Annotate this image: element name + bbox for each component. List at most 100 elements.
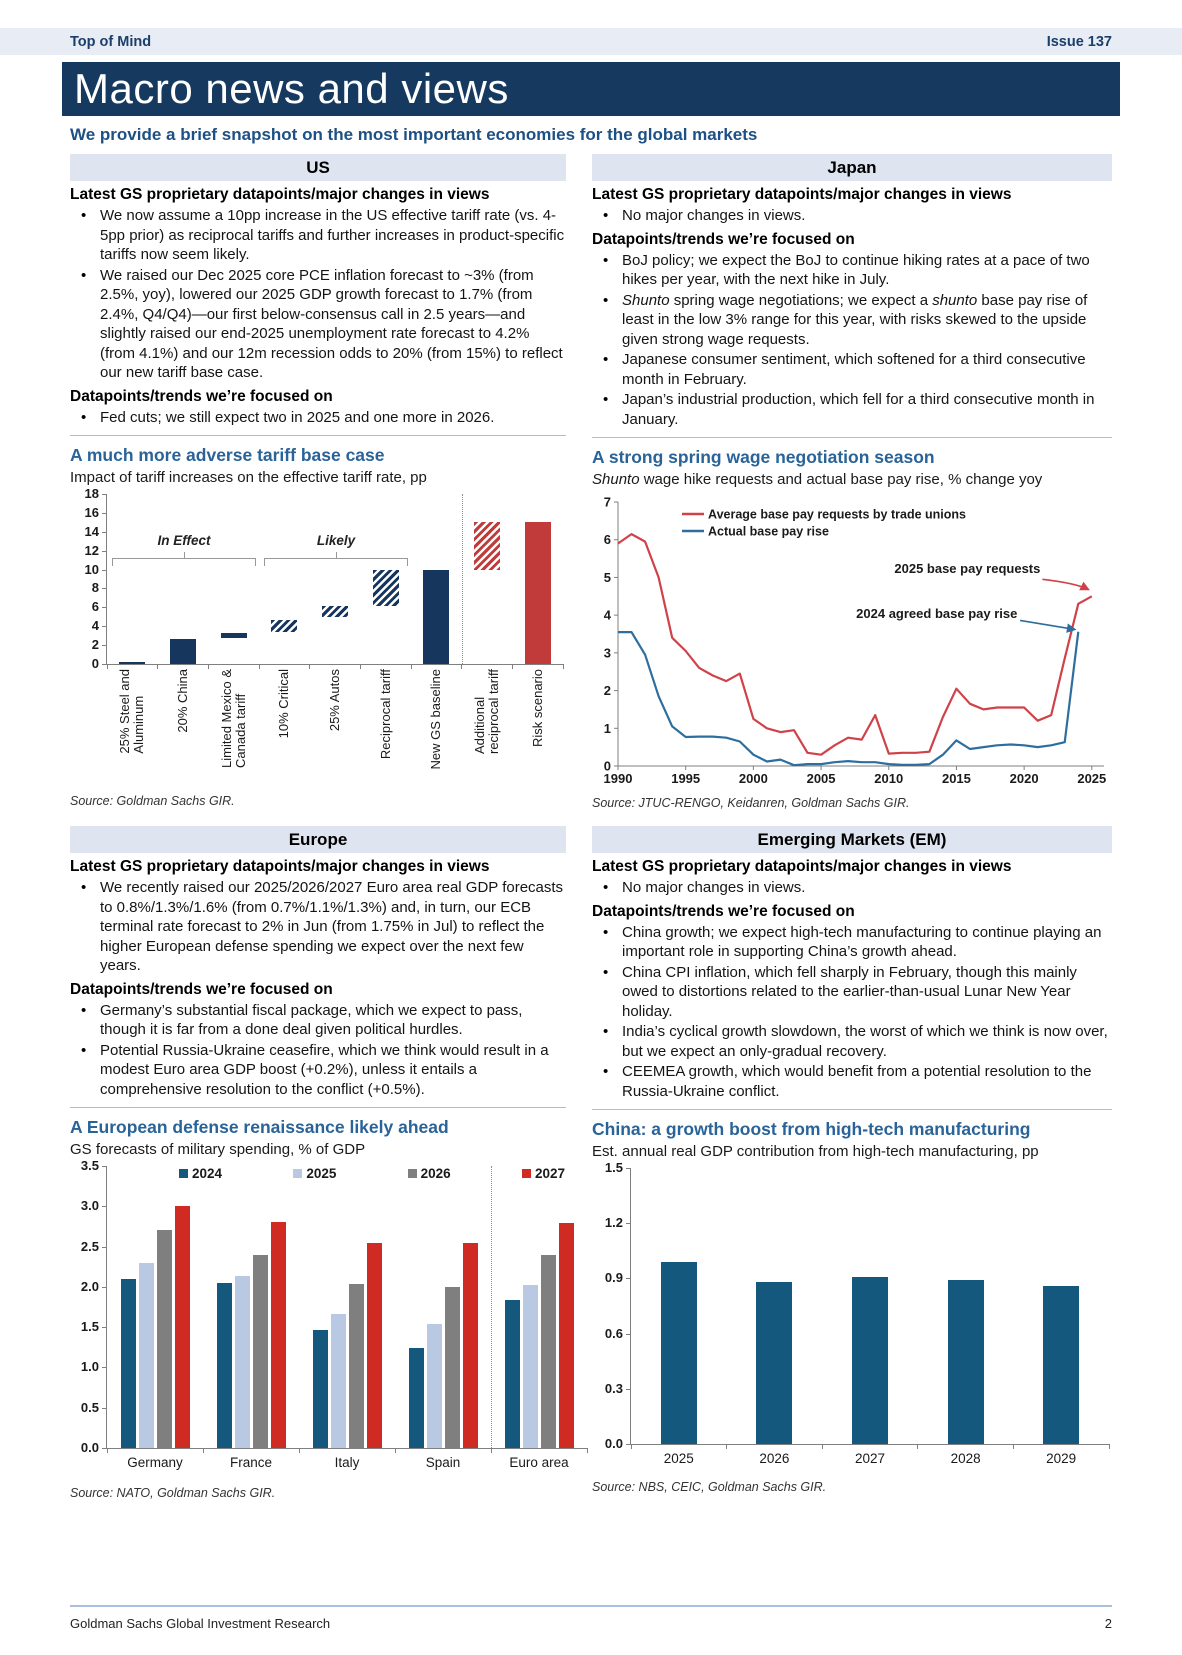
- x-category-label-text: Additional reciprocal tariff: [471, 669, 501, 755]
- x-category-label: 2027: [854, 1451, 885, 1466]
- axis-tick: [410, 664, 412, 669]
- text-segment: Shunto: [622, 291, 670, 309]
- axis-tick-label: 0.9: [604, 1270, 623, 1286]
- axis-tick-label: 3: [604, 645, 611, 660]
- section-title: Japan: [827, 157, 877, 177]
- section-em: Emerging Markets (EM) Latest GS propriet…: [592, 826, 1112, 1500]
- bar: [252, 1254, 268, 1448]
- annotation-label: 2025 base pay requests: [894, 561, 1040, 576]
- bullet-item: India’s cyclical growth slowdown, the wo…: [592, 1022, 1112, 1061]
- text-segment: Shunto: [592, 471, 640, 488]
- axis-tick: [490, 1448, 492, 1453]
- axis-tick-label: 18: [84, 486, 99, 501]
- bar: [119, 661, 146, 664]
- axis-tick-label: 2: [604, 683, 611, 698]
- axis-tick-label: 1990: [604, 771, 633, 786]
- axis-tick-label: 2020: [1010, 771, 1039, 786]
- axis-tick: [102, 607, 107, 609]
- doc-title: Top of Mind: [70, 33, 152, 50]
- bar: [408, 1348, 424, 1448]
- axis-tick: [626, 1444, 631, 1445]
- legend-label: 2024: [192, 1166, 223, 1181]
- axis-tick: [821, 1444, 823, 1449]
- axis-tick: [562, 664, 564, 669]
- axis-tick: [511, 664, 513, 669]
- line-chart-svg: 0 1 2 3 4 5 6 7 1990 1995 2000 2005 2010 2015 2020 2025…: [604, 495, 1107, 787]
- bar: [312, 1330, 328, 1448]
- bar: [426, 1323, 442, 1448]
- bullet-item: We raised our Dec 2025 core PCE inflatio…: [70, 266, 566, 383]
- x-category-label: Additional reciprocal tariff: [462, 669, 513, 754]
- subheading-latest: Latest GS proprietary datapoints/major c…: [70, 186, 490, 203]
- axis-tick: [626, 1223, 631, 1225]
- x-category-label: Reciprocal tariff: [360, 669, 411, 759]
- axis-tick: [102, 1286, 107, 1288]
- bullet-item: We recently raised our 2025/2026/2027 Eu…: [70, 878, 566, 976]
- legend-item: 2024: [179, 1166, 222, 1181]
- annotation-arrow: [1042, 578, 1090, 591]
- x-category-label-text: New GS baseline: [428, 669, 444, 770]
- sections-grid: US Latest GS proprietary datapoints/majo…: [70, 154, 1112, 1500]
- axis-tick: [202, 1448, 204, 1453]
- subheading-datapoints: Datapoints/trends we’re focused on: [592, 230, 855, 248]
- axis-tick: [630, 1444, 632, 1449]
- section-header-us: US: [70, 154, 566, 181]
- axis-tick: [359, 664, 361, 669]
- axis-tick: [102, 626, 107, 628]
- bullet-list: Germany’s substantial fiscal package, wh…: [70, 1001, 566, 1100]
- subheading-datapoints: Datapoints/trends we’re focused on: [592, 902, 855, 920]
- bar: [540, 1255, 556, 1448]
- axis-tick-label: 0.0: [604, 1436, 623, 1451]
- axis-tick-label: 4: [604, 608, 612, 623]
- axis-tick-label: 2010: [874, 771, 903, 786]
- bar: [660, 1261, 697, 1444]
- axis-tick: [102, 1327, 107, 1329]
- bullet-item: Japanese consumer sentiment, which softe…: [592, 350, 1112, 389]
- axis-tick: [626, 1388, 631, 1390]
- bullet-list: We now assume a 10pp increase in the US …: [70, 206, 566, 383]
- bullet-list: Fed cuts; we still expect two in 2025 an…: [70, 408, 566, 428]
- section-title: Europe: [288, 829, 348, 849]
- axis-tick: [102, 1246, 107, 1248]
- china-hightech-chart: 0.0 0.3 0.6 0.9 1.2 1.5 2025 2026 2027 2028 2029: [592, 1160, 1112, 1472]
- bar: [756, 1282, 793, 1444]
- axis-tick: [106, 664, 108, 669]
- x-category-label: 2025: [663, 1451, 694, 1466]
- japan-wage-chart: 0 1 2 3 4 5 6 7 1990 1995 2000 2005 2010 2015 2020 2025…: [592, 495, 1112, 788]
- axis-tick-label: 1.0: [80, 1359, 99, 1375]
- axis-tick: [1108, 1444, 1110, 1449]
- axis-tick: [157, 664, 159, 669]
- chart-source: Source: NATO, Goldman Sachs GIR.: [70, 1486, 276, 1500]
- axis-tick-label: 12: [84, 542, 99, 558]
- bullet-item: Potential Russia-Ukraine ceasefire, whic…: [70, 1041, 566, 1100]
- bar: [270, 1222, 286, 1448]
- bullet-list: We recently raised our 2025/2026/2027 Eu…: [70, 878, 566, 976]
- divider: [592, 437, 1112, 438]
- subheading-latest: Latest GS proprietary datapoints/major c…: [592, 858, 1012, 875]
- axis-tick-label: 2: [91, 637, 99, 653]
- axis-tick-label: 16: [84, 504, 99, 520]
- bar: [138, 1262, 154, 1448]
- x-category-label: 25% Autos: [310, 669, 361, 731]
- axis-tick: [102, 1448, 107, 1449]
- x-category-label: Risk scenario: [512, 669, 563, 747]
- issue-number: Issue 137: [1046, 33, 1112, 50]
- bullet-list: BoJ policy; we expect the BoJ to continu…: [592, 251, 1112, 430]
- bar: [522, 1285, 538, 1448]
- scenario-separator: [461, 494, 463, 664]
- axis-line: [617, 502, 1104, 767]
- data-series-line: [618, 631, 1080, 767]
- bullet-item: Japan’s industrial production, which fel…: [592, 390, 1112, 429]
- axis-tick-label: 0.6: [604, 1325, 623, 1341]
- section-europe: Europe Latest GS proprietary datapoints/…: [70, 826, 588, 1500]
- text-segment: spring wage negotiations; we expect a: [669, 291, 933, 309]
- axis-tick: [102, 588, 107, 590]
- bullet-list: No major changes in views.: [592, 206, 1112, 226]
- axis-tick-label: 10: [84, 561, 99, 577]
- axis-tick-label: 2.0: [80, 1278, 99, 1294]
- subheading-latest: Latest GS proprietary datapoints/major c…: [592, 186, 1012, 203]
- bullet-item: BoJ policy; we expect the BoJ to continu…: [592, 251, 1112, 290]
- x-category-label-text: 25% Steel and Aluminum: [117, 669, 147, 754]
- chart-source: Source: NBS, CEIC, Goldman Sachs GIR.: [592, 1480, 827, 1494]
